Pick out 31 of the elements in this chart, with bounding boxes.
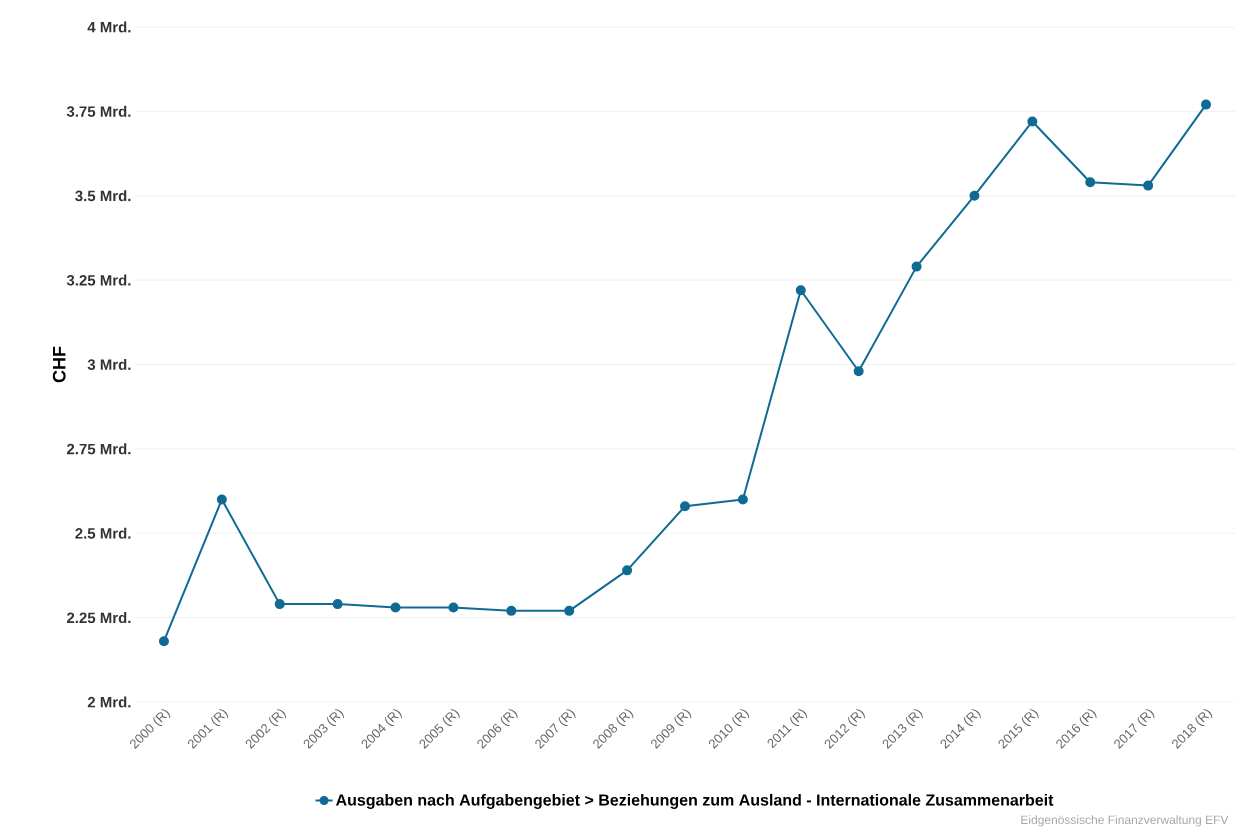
text: Eidgenössische Finanzverwaltung EFV	[1021, 815, 1229, 827]
point	[564, 605, 575, 616]
point	[622, 565, 633, 576]
point	[853, 366, 864, 377]
point	[216, 494, 227, 505]
point	[911, 261, 922, 272]
point	[737, 494, 748, 505]
y-tick-label: 2.75 Mrd.	[66, 443, 131, 455]
legend-label: Ausgaben nach Aufgabengebiet > Beziehungen zum Ausland - Internationale Zusammenarbeit	[335, 793, 1054, 809]
y-tick-label: 2 Mrd.	[87, 696, 131, 708]
point	[1201, 99, 1212, 110]
y-axis-title: CHF	[52, 346, 66, 383]
y-tick-label: 3.5 Mrd.	[75, 190, 131, 202]
point	[274, 599, 285, 610]
point	[795, 285, 806, 296]
point	[1143, 180, 1154, 191]
point	[158, 636, 169, 647]
y-tick-label: 3.25 Mrd.	[66, 274, 131, 286]
point	[506, 605, 517, 616]
y-tick-label: 3.75 Mrd.	[66, 105, 131, 117]
point	[679, 501, 690, 512]
y-tick-label: 2.25 Mrd.	[66, 612, 131, 624]
y-tick-label: 2.5 Mrd.	[75, 527, 131, 539]
point	[1027, 116, 1038, 127]
y-tick-label: 4 Mrd.	[87, 21, 131, 33]
point	[448, 602, 459, 613]
point	[390, 602, 401, 613]
point	[332, 599, 343, 610]
point	[1085, 177, 1096, 188]
point	[969, 190, 980, 201]
y-tick-label: 3 Mrd.	[87, 358, 131, 371]
